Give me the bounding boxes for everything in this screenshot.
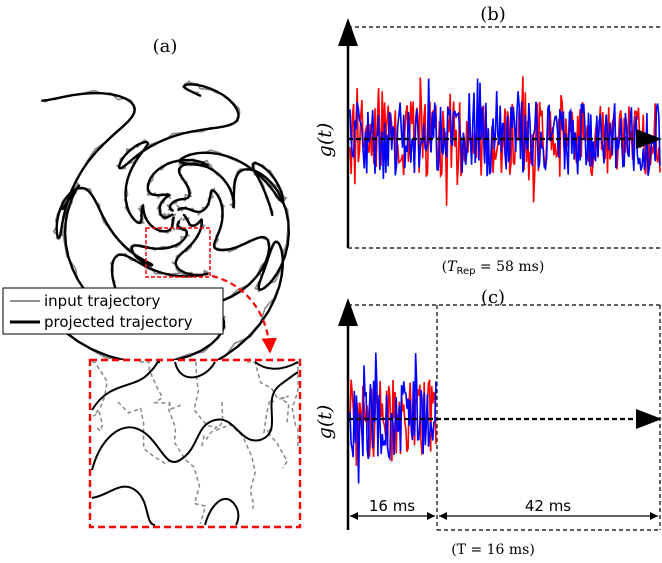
legend-projected-label: projected trajectory (44, 313, 193, 331)
inset-projected-curve (174, 361, 216, 379)
zoom-arrow (211, 274, 277, 354)
inset-input-path (247, 361, 290, 423)
panel-c-caption: (T = 16 ms) (451, 542, 535, 558)
inset-projected-curve (254, 361, 299, 370)
projected-trajectory-arm (168, 162, 290, 372)
panel-c-label: (c) (481, 287, 505, 308)
inset-projected-curve (91, 485, 156, 526)
projected-trajectory-arm (40, 189, 271, 364)
zoom-inset (88, 358, 302, 529)
panel-b-signal (349, 76, 661, 206)
signal-trace (349, 76, 661, 206)
inset-input-path (92, 361, 108, 433)
panel-b-ylabel: g(t) (314, 123, 336, 158)
span-42ms-label: 42 ms (525, 497, 571, 515)
input-trajectory-arm (146, 149, 288, 220)
legend: input trajectory projected trajectory (2, 287, 224, 335)
inset-input-path (117, 401, 171, 465)
inset-input-path (138, 361, 183, 411)
projected-trajectory-arm (41, 91, 188, 267)
signal-trace (349, 379, 437, 466)
span-16ms-label: 16 ms (369, 497, 415, 515)
inset-input-path (215, 401, 257, 510)
span-16ms: 16 ms (350, 497, 435, 520)
panel-b-label: (b) (480, 4, 506, 25)
spiral-trajectory (40, 80, 290, 372)
zoom-source-box (145, 227, 211, 278)
panel-c-y-arrowhead (338, 298, 358, 326)
panel-b-y-arrowhead (338, 18, 358, 46)
panel-c-signal (349, 352, 437, 484)
panel-b: (b) g(t) (TRep = 58 ms) (314, 4, 662, 277)
inset-input-path (193, 361, 219, 448)
legend-box (2, 287, 224, 335)
span-42ms: 42 ms (439, 497, 658, 520)
signal-trace (349, 78, 661, 179)
input-trajectory-arm (166, 163, 290, 368)
projected-trajectory-arm (118, 83, 240, 233)
panel-a: (a) input trajectory projected trajector… (2, 36, 302, 529)
signal-trace (349, 352, 437, 484)
panel-b-x-arrowhead (636, 129, 662, 149)
panel-b-caption: (TRep = 58 ms) (442, 259, 545, 277)
inset-projected-curve (204, 497, 240, 526)
panel-c-x-arrowhead (636, 409, 662, 429)
inset-input-path (167, 401, 207, 524)
legend-input-label: input trajectory (44, 292, 160, 310)
projected-trajectory-arm (146, 151, 285, 219)
panel-c: (c) g(t) 16 ms 42 ms (T = 16 ms) (314, 287, 662, 558)
panel-c-ylabel: g(t) (314, 405, 336, 440)
inset-projected-curve (91, 361, 161, 411)
inset-projected-curve (91, 371, 299, 471)
panel-a-label: (a) (153, 36, 178, 57)
